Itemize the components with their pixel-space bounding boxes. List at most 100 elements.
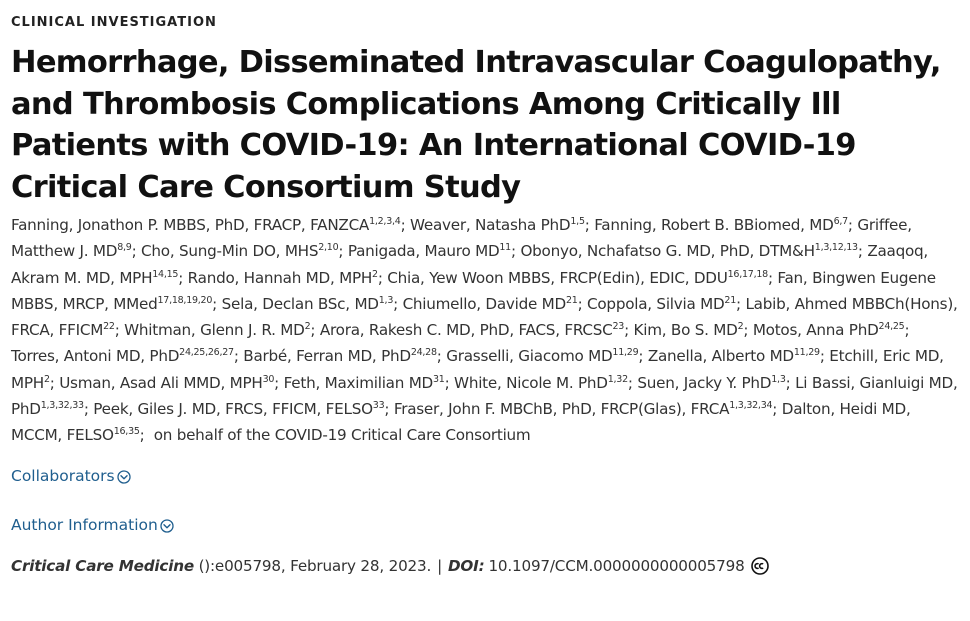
author-separator: ; <box>83 400 94 419</box>
author-affiliation: 1,3,32,33 <box>40 400 84 412</box>
author-affiliation: 1,2,3,4 <box>369 215 401 227</box>
author-affiliation: 6,7 <box>833 215 849 227</box>
author-separator: ; <box>49 373 60 392</box>
journal-name: Critical Care Medicine <box>11 556 194 575</box>
author-affiliation: 33 <box>372 400 385 412</box>
author-name[interactable]: Weaver, Natasha PhD <box>410 216 571 234</box>
author-name[interactable]: Etchill, Eric MD, MPH <box>11 347 944 392</box>
collaborators-toggle[interactable]: Collaborators <box>11 465 131 487</box>
author-name[interactable]: Griffee, Matthew J. MD <box>11 216 912 261</box>
author-affiliation: 14,15 <box>152 268 179 280</box>
author-name[interactable]: Arora, Rakesh C. MD, PhD, FACS, FRCSC <box>319 321 613 340</box>
author-name[interactable]: Sela, Declan BSc, MD <box>221 294 379 313</box>
author-name[interactable]: Zanella, Alberto MD <box>647 347 794 366</box>
author-information-toggle[interactable]: Author Information <box>11 514 174 536</box>
author-name[interactable]: Fanning, Jonathon P. MBBS, PhD, FRACP, F… <box>11 216 370 234</box>
author-separator: ; <box>444 373 455 392</box>
author-affiliation: 2,10 <box>318 242 339 254</box>
author-name[interactable]: Torres, Antoni MD, PhD <box>11 347 180 366</box>
author-separator: ; <box>847 216 858 234</box>
author-separator: ; <box>624 321 634 340</box>
author-affiliation: 2 <box>372 268 378 280</box>
author-name[interactable]: White, Nicole M. PhD <box>454 373 608 392</box>
author-name[interactable]: Dalton, Heidi MD, MCCM, FELSO <box>11 400 911 445</box>
author-separator: ; <box>131 242 142 261</box>
author-separator: ; <box>736 294 746 313</box>
author-affiliation: 17,18,19,20 <box>157 294 213 306</box>
author-affiliation: 1,32 <box>607 373 628 385</box>
author-name[interactable]: Suen, Jacky Y. PhD <box>637 373 772 392</box>
author-separator: ; <box>310 321 320 340</box>
author-separator: ; <box>743 321 753 340</box>
author-name[interactable]: Feth, Maximilian MD <box>283 373 434 392</box>
author-separator: ; <box>785 373 796 392</box>
author-affiliation: 21 <box>724 294 736 306</box>
author-separator: ; <box>114 321 125 340</box>
author-name[interactable]: Li Bassi, Gianluigi MD, PhD <box>11 373 958 419</box>
author-affiliation: 21 <box>565 294 578 306</box>
author-affiliation: 2 <box>737 321 744 333</box>
chevron-down-icon <box>116 470 131 484</box>
author-name[interactable]: Barbé, Ferran MD, PhD <box>243 347 411 366</box>
author-affiliation: 30 <box>262 373 275 385</box>
author-name[interactable]: Grasselli, Giacomo MD <box>446 347 613 366</box>
author-separator: ; <box>584 216 595 234</box>
author-name[interactable]: Chia, Yew Woon MBBS, FRCP(Edin), EDIC, D… <box>387 268 728 287</box>
author-affiliation: 16,35 <box>113 426 140 438</box>
author-name[interactable]: Cho, Sung-Min DO, MHS <box>141 242 319 261</box>
doi-value[interactable]: 10.1097/CCM.0000000000005798 <box>488 556 745 575</box>
author-affiliation: 24,25,26,27 <box>179 347 234 359</box>
author-separator: ; <box>212 294 222 313</box>
author-separator: ; <box>510 242 521 261</box>
author-information-label: Author Information <box>11 515 158 534</box>
author-name[interactable]: Rando, Hannah MD, MPH <box>187 268 373 287</box>
author-separator: ; <box>577 294 588 313</box>
author-name[interactable]: Fan, Bingwen Eugene MBBS, MRCP, MMed <box>11 268 936 313</box>
author-separator: ; <box>772 400 782 419</box>
author-affiliation: 16,17,18 <box>727 268 769 280</box>
author-affiliation: 24,25 <box>878 321 905 333</box>
author-name[interactable]: Motos, Anna PhD <box>752 321 879 340</box>
author-separator: ; <box>377 268 388 287</box>
author-affiliation: 24,28 <box>410 347 437 359</box>
author-name[interactable]: Zaaqoq, Akram M. MD, MPH <box>11 242 928 287</box>
author-separator: ; <box>274 373 284 392</box>
article-header: CLINICAL INVESTIGATION Hemorrhage, Disse… <box>11 14 961 578</box>
author-separator: ; <box>638 347 648 366</box>
author-name[interactable]: Fanning, Robert B. BBiomed, MD <box>594 216 834 234</box>
author-separator: ; <box>819 347 830 366</box>
author-affiliation: 31 <box>433 373 445 385</box>
author-separator: ; <box>233 347 244 366</box>
article-category: CLINICAL INVESTIGATION <box>11 15 217 30</box>
author-name[interactable]: Kim, Bo S. MD <box>633 321 738 340</box>
author-separator: ; <box>767 268 778 287</box>
author-name[interactable]: Whitman, Glenn J. R. MD <box>124 321 305 340</box>
author-name[interactable]: Peek, Giles J. MD, FRCS, FFICM, FELSO <box>93 400 373 419</box>
author-separator: ; <box>139 426 154 445</box>
author-affiliation: 2 <box>43 373 50 385</box>
author-separator: ; <box>857 242 868 261</box>
author-name[interactable]: Coppola, Silvia MD <box>587 294 725 313</box>
author-list: Fanning, Jonathon P. MBBS, PhD, FRACP, F… <box>11 212 961 449</box>
author-separator: ; <box>338 242 348 261</box>
author-separator: ; <box>178 268 188 287</box>
author-name[interactable]: Labib, Ahmed MBBCh(Hons), FRCA, FFICM <box>11 294 958 340</box>
author-name[interactable]: Usman, Asad Ali MMD, MPH <box>59 373 263 392</box>
article-title: Hemorrhage, Disseminated Intravascular C… <box>11 45 941 205</box>
author-separator: ; <box>904 321 910 340</box>
author-affiliation: 8,9 <box>117 242 132 254</box>
author-name[interactable]: Chiumello, Davide MD <box>402 294 567 313</box>
creative-commons-icon <box>750 556 769 575</box>
author-affiliation: 11,29 <box>612 347 639 359</box>
author-name[interactable]: Panigada, Mauro MD <box>347 242 500 261</box>
author-separator: ; <box>400 216 411 234</box>
author-name[interactable]: Obonyo, Nchafatso G. MD, PhD, DTM&H <box>520 242 815 261</box>
author-separator: ; <box>627 373 638 392</box>
author-affiliation: 11 <box>499 242 511 254</box>
author-affiliation: 1,3 <box>771 373 786 385</box>
author-affiliation: 22 <box>103 321 115 333</box>
author-name[interactable]: Fraser, John F. MBChB, PhD, FRCP(Glas), … <box>393 400 730 419</box>
author-affiliation: 11,29 <box>793 347 820 359</box>
author-separator: ; <box>393 294 403 313</box>
on-behalf-text: on behalf of the COVID-19 Critical Care … <box>153 426 531 445</box>
